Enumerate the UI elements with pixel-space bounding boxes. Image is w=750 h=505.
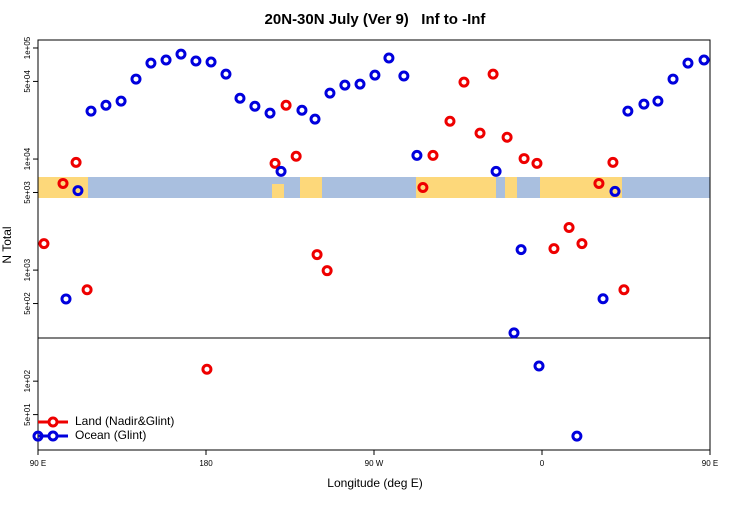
point xyxy=(85,105,97,117)
point xyxy=(609,185,621,197)
point xyxy=(508,327,520,339)
point xyxy=(548,243,560,255)
chart-title: 20N-30N July (Ver 9) Inf to -Inf xyxy=(265,11,487,28)
point xyxy=(427,149,439,161)
point xyxy=(383,52,395,64)
point xyxy=(531,157,543,169)
point xyxy=(115,95,127,107)
y-tick-label: 5e+03 xyxy=(23,181,32,204)
point xyxy=(638,98,650,110)
x-tick-label: 0 xyxy=(540,459,545,468)
point xyxy=(220,68,232,80)
legend-marker xyxy=(47,416,59,428)
point xyxy=(321,265,333,277)
y-tick-label: 5e+01 xyxy=(23,403,32,426)
y-tick-label: 1e+04 xyxy=(23,147,32,170)
point xyxy=(667,73,679,85)
point xyxy=(81,284,93,296)
y-tick-label: 1e+05 xyxy=(23,36,32,59)
point xyxy=(290,150,302,162)
point xyxy=(70,156,82,168)
point xyxy=(60,293,72,305)
point xyxy=(518,153,530,165)
point xyxy=(205,56,217,68)
x-tick-label: 180 xyxy=(199,459,213,468)
point xyxy=(618,284,630,296)
point xyxy=(234,92,246,104)
point xyxy=(311,249,323,261)
point xyxy=(38,238,50,250)
point xyxy=(593,177,605,189)
point xyxy=(269,157,281,169)
legend-marker xyxy=(47,430,59,442)
point xyxy=(72,185,84,197)
x-axis-label: Longitude (deg E) xyxy=(327,476,422,490)
point xyxy=(57,177,69,189)
point xyxy=(190,55,202,67)
point xyxy=(652,95,664,107)
y-tick-label: 5e+04 xyxy=(23,70,32,93)
point xyxy=(339,79,351,91)
point xyxy=(533,360,545,372)
point xyxy=(201,363,213,375)
point xyxy=(597,293,609,305)
point xyxy=(280,99,292,111)
point xyxy=(411,149,423,161)
point xyxy=(249,100,261,112)
point xyxy=(296,104,308,116)
point xyxy=(417,182,429,194)
point xyxy=(622,105,634,117)
point xyxy=(444,115,456,127)
point xyxy=(324,87,336,99)
plot-frame xyxy=(37,39,711,451)
point xyxy=(369,69,381,81)
point xyxy=(576,238,588,250)
x-tick-label: 90 E xyxy=(702,459,718,468)
point xyxy=(145,57,157,69)
point xyxy=(175,48,187,60)
point xyxy=(563,221,575,233)
y-axis-label: N Total xyxy=(0,226,14,263)
point xyxy=(501,131,513,143)
point xyxy=(515,244,527,256)
point xyxy=(682,57,694,69)
x-tick-label: 90 W xyxy=(365,459,384,468)
point xyxy=(698,54,710,66)
point xyxy=(490,165,502,177)
point xyxy=(160,54,172,66)
y-tick-label: 1e+03 xyxy=(23,258,32,281)
point xyxy=(607,156,619,168)
point xyxy=(275,165,287,177)
point xyxy=(571,430,583,442)
point xyxy=(458,76,470,88)
point xyxy=(354,78,366,90)
point xyxy=(474,127,486,139)
point xyxy=(487,68,499,80)
point xyxy=(264,107,276,119)
y-tick-label: 5e+02 xyxy=(23,292,32,315)
legend-label: Land (Nadir&Glint) xyxy=(75,414,174,428)
point xyxy=(130,73,142,85)
y-tick-label: 1e+02 xyxy=(23,369,32,392)
legend-label: Ocean (Glint) xyxy=(75,428,146,442)
point xyxy=(398,70,410,82)
point xyxy=(309,113,321,125)
point xyxy=(100,99,112,111)
map-strip xyxy=(38,177,710,198)
x-tick-label: 90 E xyxy=(30,459,46,468)
